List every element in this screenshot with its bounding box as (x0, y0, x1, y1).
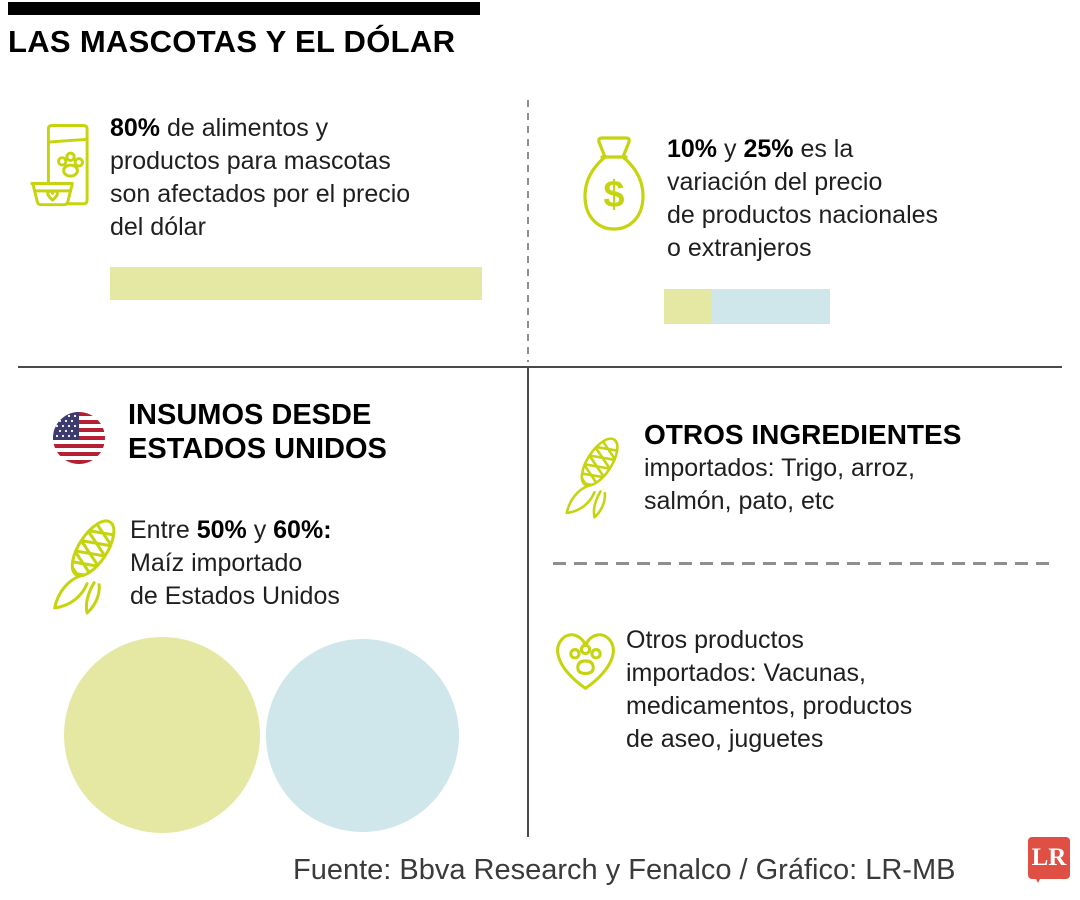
corn-icon (53, 518, 120, 615)
lr-logo: LR (1028, 837, 1070, 883)
food-text: de alimentos y productos para mascotas s… (110, 114, 411, 241)
other-products-text: Otros productos importados: Vacunas, med… (626, 626, 913, 753)
corn-import-text: Entre 50% y 60%: Maíz importado de Estad… (130, 514, 460, 613)
us-flag-icon (53, 412, 105, 464)
pet-food-bag-icon (30, 124, 89, 207)
price-text: es la variación del precio de productos … (667, 135, 939, 262)
circle-green (64, 637, 260, 833)
price-variation-text: 10% y 25% es la variación del precio de … (667, 133, 1047, 265)
price-stat-2: 25% (743, 135, 794, 163)
food-impact-bar-green (110, 267, 482, 300)
divider-vertical-solid (527, 368, 529, 837)
circle-blue (266, 639, 459, 832)
dollar-symbol: $ (603, 174, 624, 216)
divider-vertical-dashed (527, 100, 529, 362)
lr-logo-text: LR (1031, 844, 1067, 871)
title-accent-bar (8, 2, 480, 15)
corn-stat-2: 60%: (273, 516, 332, 544)
source-credit: Fuente: Bbva Research y Fenalco / Gráfic… (293, 854, 956, 886)
other-ingredients-text: importados: Trigo, arroz, salmón, pato, … (644, 454, 915, 515)
divider-dashed-bottom-right (553, 562, 1050, 565)
divider-horizontal (18, 366, 1062, 368)
price-stat-1: 10% (667, 135, 718, 163)
corn-connector: y (246, 516, 274, 544)
price-connector: y (717, 135, 744, 163)
corn-stat-1: 50% (196, 516, 247, 544)
corn-icon (565, 436, 623, 519)
other-ingredients-heading: OTROS INGREDIENTES (644, 419, 962, 450)
us-inputs-heading: INSUMOS DESDE ESTADOS UNIDOS (128, 399, 387, 465)
price-variation-bar (664, 289, 830, 324)
corn-text: Maíz importado de Estados Unidos (130, 549, 340, 610)
bar-segment-blue (712, 289, 830, 324)
money-bag-icon: $ (583, 136, 645, 231)
food-impact-text: 80% de alimentos y productos para mascot… (110, 112, 510, 244)
bar-segment-green (664, 289, 712, 324)
heart-paw-icon (556, 633, 615, 690)
food-stat: 80% (110, 114, 161, 142)
page-title: LAS MASCOTAS Y EL DÓLAR (8, 24, 456, 59)
corn-lead: Entre (130, 516, 197, 544)
